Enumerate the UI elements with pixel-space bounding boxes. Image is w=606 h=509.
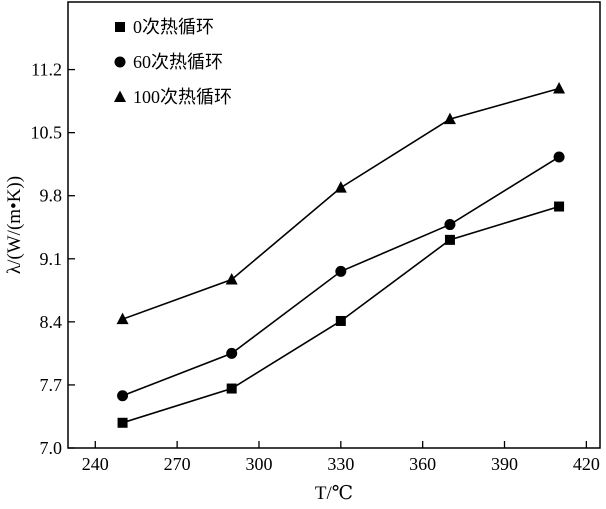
legend-marker-circle — [114, 56, 126, 68]
data-point-circle — [117, 390, 129, 402]
x-tick-label: 330 — [327, 454, 354, 474]
legend-label: 60次热循环 — [133, 52, 223, 72]
plot-frame — [67, 1, 601, 449]
legend-label: 100次热循环 — [133, 87, 232, 107]
y-tick-label: 9.1 — [40, 249, 63, 269]
data-point-square — [554, 201, 565, 212]
y-tick-label: 11.2 — [31, 60, 62, 80]
x-tick-label: 360 — [409, 454, 436, 474]
axis-ticks: 240 270 300 330 360 390 420 7.0 7.7 8.4 9.1 9.8 10.5… — [31, 60, 600, 474]
y-tick-label: 8.4 — [40, 312, 63, 332]
data-point-triangle — [116, 312, 129, 325]
series-lines — [122, 87, 560, 424]
y-tick-label: 7.0 — [40, 438, 63, 458]
x-tick-label: 420 — [573, 454, 600, 474]
x-tick-label: 300 — [245, 454, 272, 474]
x-tick-label: 240 — [82, 454, 109, 474]
x-tick-label: 390 — [491, 454, 518, 474]
data-point-triangle — [225, 273, 238, 285]
legend: 0次热循环 60次热循环 100次热循环 — [114, 17, 232, 107]
legend-marker-triangle — [114, 90, 126, 102]
data-point-triangle — [443, 112, 456, 125]
y-tick-label: 10.5 — [31, 123, 63, 143]
data-point-circle — [335, 265, 347, 277]
data-point-square — [226, 383, 237, 394]
y-tick-label: 9.8 — [40, 186, 63, 206]
legend-marker-square — [115, 22, 125, 32]
series-line-0 — [122, 205, 560, 424]
y-axis-label: λ/(W/(m•K)) — [4, 176, 25, 274]
x-axis-label: T/℃ — [315, 483, 353, 504]
data-point-circle — [444, 219, 456, 231]
y-tick-label: 7.7 — [40, 375, 63, 395]
data-point-square — [444, 234, 455, 245]
data-point-square — [117, 417, 128, 428]
legend-label: 0次热循环 — [133, 17, 214, 37]
series-line-2 — [122, 87, 560, 320]
data-point-circle — [226, 347, 238, 359]
series-markers — [116, 81, 566, 428]
data-point-square — [335, 315, 346, 326]
x-tick-label: 270 — [164, 454, 191, 474]
data-point-circle — [553, 151, 565, 163]
data-point-triangle — [334, 181, 347, 193]
data-point-triangle — [553, 81, 566, 94]
